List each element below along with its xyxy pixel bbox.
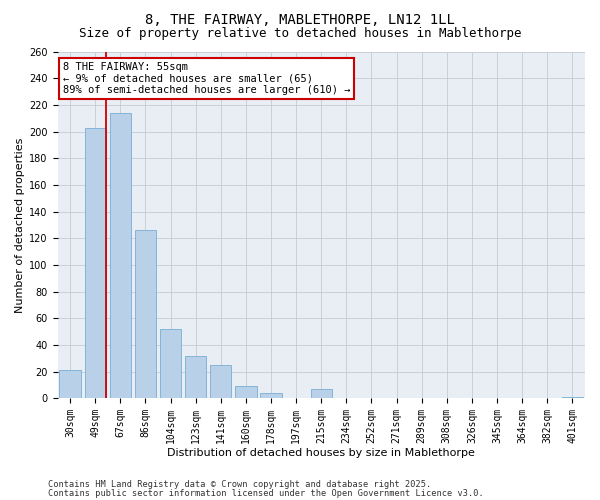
Text: Contains HM Land Registry data © Crown copyright and database right 2025.: Contains HM Land Registry data © Crown c… xyxy=(48,480,431,489)
Bar xyxy=(210,365,232,398)
Text: 8 THE FAIRWAY: 55sqm
← 9% of detached houses are smaller (65)
89% of semi-detach: 8 THE FAIRWAY: 55sqm ← 9% of detached ho… xyxy=(63,62,350,95)
Bar xyxy=(260,393,281,398)
Bar xyxy=(59,370,81,398)
Bar xyxy=(135,230,156,398)
Text: Size of property relative to detached houses in Mablethorpe: Size of property relative to detached ho… xyxy=(79,28,521,40)
Text: 8, THE FAIRWAY, MABLETHORPE, LN12 1LL: 8, THE FAIRWAY, MABLETHORPE, LN12 1LL xyxy=(145,12,455,26)
Y-axis label: Number of detached properties: Number of detached properties xyxy=(15,137,25,312)
Text: Contains public sector information licensed under the Open Government Licence v3: Contains public sector information licen… xyxy=(48,488,484,498)
Bar xyxy=(311,389,332,398)
Bar xyxy=(235,386,257,398)
Bar xyxy=(110,113,131,399)
Bar xyxy=(85,128,106,398)
Bar xyxy=(185,356,206,399)
Bar xyxy=(562,397,583,398)
Bar xyxy=(160,329,181,398)
X-axis label: Distribution of detached houses by size in Mablethorpe: Distribution of detached houses by size … xyxy=(167,448,475,458)
